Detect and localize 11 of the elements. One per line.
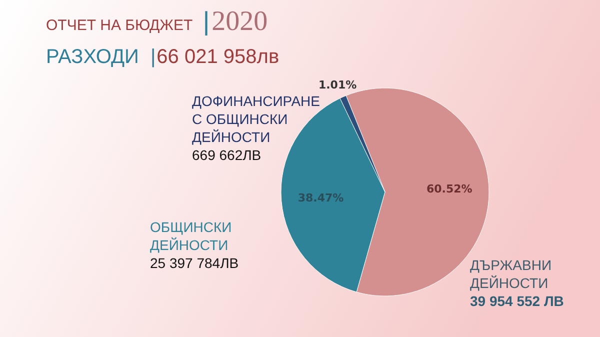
chart-title: ОТЧЕТ НА БЮДЖЕТ |2020 [46, 6, 268, 37]
slice-label: ДЪРЖАВНИ ДЕЙНОСТИ [470, 257, 552, 291]
chart-subtitle: РАЗХОДИ |66 021 958лв [46, 46, 280, 68]
data-label: 60.52% [426, 182, 472, 196]
slice-label: ОБЩИНСКИ ДЕЙНОСТИ [150, 219, 232, 253]
text: 669 662ЛВ [192, 147, 262, 163]
text: 25 397 784ЛВ [150, 255, 239, 271]
slice-label: ДОФИНАНСИРАНЕ С ОБЩИНСКИ ДЕЙНОСТИ [192, 93, 320, 145]
data-label: 1.01% [318, 78, 357, 92]
data-label: 38.47% [298, 191, 344, 204]
text: 39 954 552 ЛВ [470, 293, 564, 309]
